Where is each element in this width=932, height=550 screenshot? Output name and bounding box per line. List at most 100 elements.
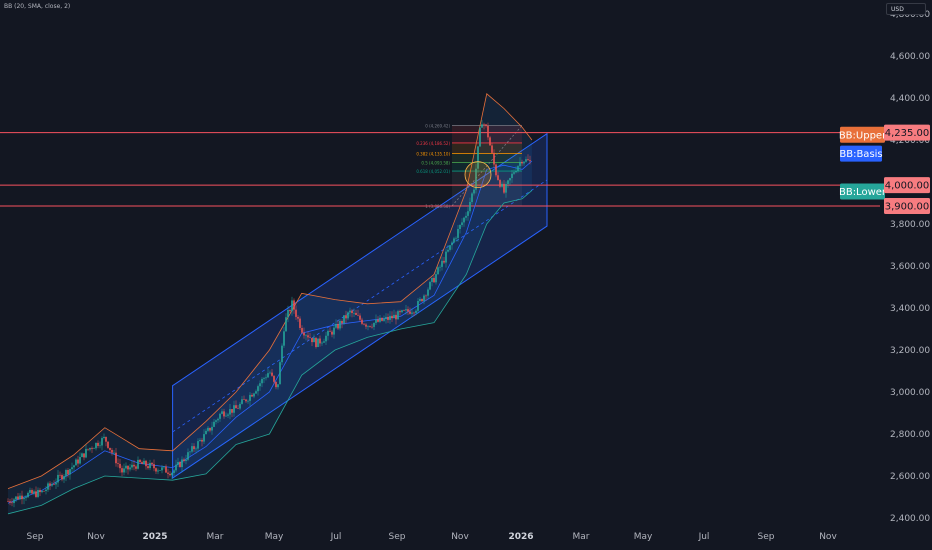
currency-selector[interactable]: USD: [886, 3, 926, 15]
candle-body: [125, 465, 127, 469]
candle-body: [211, 426, 213, 431]
candle-body: [111, 449, 113, 453]
candle-body: [7, 501, 9, 502]
candle-body: [513, 172, 515, 174]
candle-body: [141, 462, 143, 464]
candle-body: [207, 427, 209, 431]
candle-body: [47, 483, 49, 490]
candle-body: [301, 327, 303, 333]
candle-body: [387, 316, 389, 320]
candle-body: [61, 475, 63, 480]
candle-body: [285, 317, 287, 332]
candle-body: [9, 501, 11, 503]
candle-body: [359, 315, 361, 320]
candle-body: [281, 345, 283, 363]
x-tick-label: Jul: [698, 532, 710, 542]
candle-body: [193, 446, 195, 450]
candle-body: [25, 497, 27, 498]
candle-body: [71, 467, 73, 470]
candle-body: [289, 309, 291, 312]
x-tick-label: Sep: [27, 532, 44, 542]
candle-body: [13, 499, 15, 504]
candle-body: [297, 316, 299, 319]
svg-text:3,900.00: 3,900.00: [885, 201, 930, 212]
candle-body: [467, 211, 469, 216]
candle-body: [317, 338, 319, 347]
svg-text:BB:Lower: BB:Lower: [839, 187, 887, 198]
candle-body: [433, 277, 435, 283]
candle-body: [227, 414, 229, 416]
candle-body: [165, 466, 167, 473]
candle-body: [399, 311, 401, 313]
candle-body: [217, 418, 219, 421]
candle-body: [455, 237, 457, 239]
candle-body: [89, 447, 91, 450]
y-tick-label: 3,400.00: [890, 304, 930, 314]
candle-body: [371, 326, 373, 328]
candle-body: [419, 298, 421, 302]
candle-body: [313, 337, 315, 343]
candle-body: [19, 495, 21, 500]
indicator-legend[interactable]: BB (20, SMA, close, 2): [4, 3, 71, 10]
candle-body: [157, 470, 159, 472]
candle-body: [45, 489, 47, 492]
candle-body: [123, 468, 125, 473]
fib-zone: [452, 171, 522, 206]
candle-body: [487, 125, 489, 138]
candle-body: [321, 342, 323, 344]
candle-body: [269, 372, 271, 374]
candle-body: [505, 184, 507, 193]
candle-body: [311, 337, 313, 343]
candle-body: [287, 309, 289, 318]
candle-body: [391, 315, 393, 319]
candle-body: [173, 470, 175, 473]
fib-level-label: 0.5 (4,093.58): [421, 160, 450, 165]
candle-body: [49, 483, 51, 486]
bb-badge: BB:Upper: [839, 126, 887, 143]
candle-body: [83, 453, 85, 458]
candle-body: [401, 310, 403, 313]
candle-body: [221, 411, 223, 414]
candle-body: [291, 300, 293, 312]
candle-body: [343, 315, 345, 324]
bb-badge: BB:Lower: [839, 183, 887, 200]
candle-body: [131, 464, 133, 468]
candle-body: [405, 309, 407, 311]
y-tick-label: 4,800.00: [890, 10, 930, 20]
x-tick-label: Nov: [87, 532, 105, 542]
candle-body: [329, 330, 331, 332]
candle-body: [353, 312, 355, 314]
candle-body: [223, 411, 225, 417]
candle-body: [361, 319, 363, 324]
candle-body: [415, 310, 417, 313]
x-tick-label: Mar: [207, 532, 224, 542]
bb-upper-line: [7, 93, 533, 489]
candle-body: [85, 448, 87, 458]
candle-body: [407, 309, 409, 312]
candle-body: [515, 170, 517, 173]
candle-body: [479, 127, 481, 147]
candle-body: [155, 468, 157, 472]
candle-body: [15, 496, 17, 500]
candle-body: [185, 459, 187, 461]
candle-body: [205, 430, 207, 435]
candle-body: [451, 242, 453, 246]
candle-body: [151, 462, 153, 465]
candle-body: [231, 409, 233, 413]
candle-body: [203, 434, 205, 442]
candle-body: [147, 466, 149, 469]
price-badge: 4,235.00: [884, 124, 930, 141]
candle-body: [295, 309, 297, 317]
candle-body: [265, 377, 267, 379]
candle-body: [357, 314, 359, 316]
candle-body: [345, 315, 347, 319]
candle-body: [199, 439, 201, 442]
y-tick-label: 4,600.00: [890, 52, 930, 62]
candle-body: [95, 442, 97, 449]
candle-body: [277, 384, 279, 388]
candle-body: [377, 319, 379, 322]
y-tick-label: 4,400.00: [890, 94, 930, 104]
x-tick-label: Mar: [573, 532, 590, 542]
candlestick-series: [7, 120, 531, 508]
